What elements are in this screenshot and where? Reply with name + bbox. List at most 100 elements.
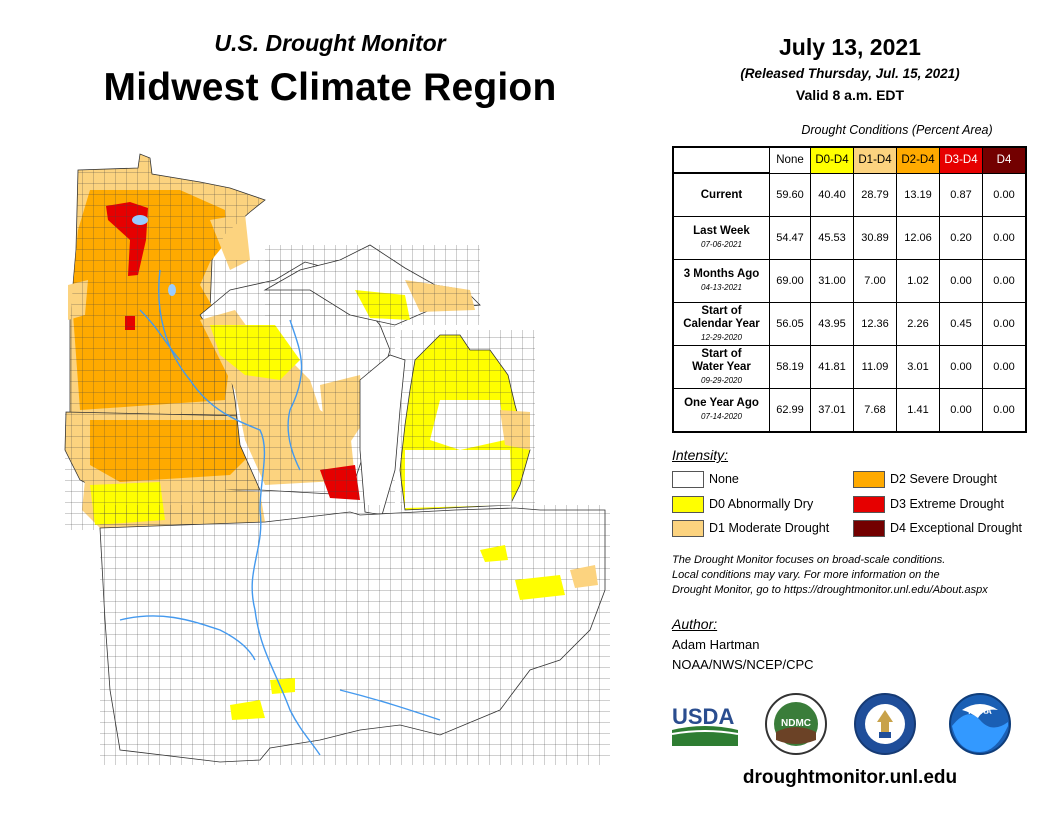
row-date: 07-14-2020 (701, 412, 742, 421)
row-label: Last Week 07-06-2021 (672, 216, 770, 260)
noaa-logo-text: NOAA (968, 707, 992, 716)
legend-label: D0 Abnormally Dry (709, 497, 814, 511)
table-cell: 12.06 (896, 216, 940, 260)
table-cell: 45.53 (810, 216, 854, 260)
map-date: July 13, 2021 (779, 34, 921, 60)
legend-swatch (853, 471, 885, 488)
row-date: 04-13-2021 (701, 283, 742, 292)
table-row-last-week: Last Week 07-06-2021 54.47 45.53 30.89 12… (672, 216, 1027, 260)
table-cell: 58.19 (769, 345, 811, 389)
table-cell: 31.00 (810, 259, 854, 303)
note-line: The Drought Monitor focuses on broad-sca… (672, 554, 946, 566)
table-cell: 0.00 (982, 259, 1027, 303)
southern-states (99, 505, 610, 765)
table-cell: 0.00 (982, 216, 1027, 260)
table-cell: 0.00 (982, 388, 1027, 433)
lower-michigan (399, 330, 535, 511)
drought-map (64, 153, 610, 765)
note-line: Local conditions may vary. For more info… (672, 569, 940, 581)
legend-label: D4 Exceptional Drought (890, 521, 1023, 535)
col-header-d2-d4: D2-D4 (896, 146, 940, 174)
table-cell: 13.19 (896, 172, 940, 217)
table-cell: 0.87 (939, 172, 983, 217)
row-label: Start of Calendar Year 12-29-2020 (672, 302, 770, 346)
table-cell: 40.40 (810, 172, 854, 217)
lake-michigan (359, 354, 406, 516)
table-cell: 7.00 (853, 259, 897, 303)
map-title-line2: Midwest Climate Region (103, 66, 557, 109)
legend-swatch (853, 520, 885, 537)
usda-logo-text: USDA (672, 704, 734, 729)
row-label: 3 Months Ago 04-13-2021 (672, 259, 770, 303)
col-header-d4: D4 (982, 146, 1027, 174)
table-cell: 0.45 (939, 302, 983, 346)
commerce-seal-logo (854, 693, 916, 755)
table-cell: 30.89 (853, 216, 897, 260)
legend-swatch (672, 520, 704, 537)
legend-swatch (853, 496, 885, 513)
table-cell: 0.00 (982, 172, 1027, 217)
usda-logo: USDA (671, 704, 739, 746)
michigan-upper-peninsula (263, 244, 481, 326)
table-cell: 3.01 (896, 345, 940, 389)
table-cell: 1.41 (896, 388, 940, 433)
col-header-none: None (769, 146, 811, 174)
intensity-legend-title: Intensity: (672, 447, 729, 463)
table-cell: 0.00 (982, 302, 1027, 346)
table-row-start-water-year: Start of Water Year 09-29-2020 58.19 41.81… (672, 345, 1027, 389)
table-cell: 59.60 (769, 172, 811, 217)
table-cell: 0.00 (982, 345, 1027, 389)
table-cell: 2.26 (896, 302, 940, 346)
valid-time: Valid 8 a.m. EDT (795, 87, 905, 103)
table-caption: Drought Conditions (Percent Area) (801, 123, 993, 137)
table-cell: 62.99 (769, 388, 811, 433)
col-header-d0-d4: D0-D4 (810, 146, 854, 174)
table-cell: 54.47 (769, 216, 811, 260)
table-cell: 0.20 (939, 216, 983, 260)
drought-conditions-table: None D0-D4 D1-D4 D2-D4 D3-D4 D4 Current … (672, 146, 1027, 433)
disclaimer-note: The Drought Monitor focuses on broad-sca… (672, 553, 1052, 598)
table-cell: 0.00 (939, 259, 983, 303)
noaa-logo: NOAA (949, 693, 1011, 755)
table-corner (673, 147, 770, 174)
rivers (119, 269, 441, 756)
table-cell: 43.95 (810, 302, 854, 346)
author-title: Author: (672, 616, 718, 632)
author-org: NOAA/NWS/NCEP/CPC (672, 657, 814, 672)
table-cell: 37.01 (810, 388, 854, 433)
note-line: Drought Monitor, go to https://droughtmo… (672, 584, 988, 596)
row-date: 07-06-2021 (701, 240, 742, 249)
map-title-line1: U.S. Drought Monitor (214, 30, 446, 56)
table-cell: 41.81 (810, 345, 854, 389)
table-cell: 56.05 (769, 302, 811, 346)
table-row-current: Current 59.60 40.40 28.79 13.19 0.87 0.0… (672, 172, 1027, 217)
legend-swatch (672, 471, 704, 488)
legend-label: D2 Severe Drought (890, 472, 998, 486)
ndmc-logo-text: NDMC (781, 718, 811, 729)
table-row-start-calendar-year: Start of Calendar Year 12-29-2020 56.05 43… (672, 302, 1027, 346)
table-cell: 1.02 (896, 259, 940, 303)
table-cell: 11.09 (853, 345, 897, 389)
website-link[interactable]: droughtmonitor.unl.edu (742, 767, 958, 788)
table-cell: 0.00 (939, 345, 983, 389)
table-row-3-months-ago: 3 Months Ago 04-13-2021 69.00 31.00 7.00 … (672, 259, 1027, 303)
col-header-d3-d4: D3-D4 (939, 146, 983, 174)
table-row-one-year-ago: One Year Ago 07-14-2020 62.99 37.01 7.68 … (672, 388, 1027, 433)
table-cell: 69.00 (769, 259, 811, 303)
row-date: 12-29-2020 (701, 332, 742, 342)
table-cell: 0.00 (939, 388, 983, 433)
legend-swatch (672, 496, 704, 513)
ndmc-logo: NDMC (765, 693, 827, 755)
table-cell: 12.36 (853, 302, 897, 346)
row-label: Start of Water Year 09-29-2020 (672, 345, 770, 389)
release-date: (Released Thursday, Jul. 15, 2021) (740, 66, 960, 81)
table-cell: 7.68 (853, 388, 897, 433)
row-date: 09-29-2020 (701, 375, 742, 385)
col-header-d1-d4: D1-D4 (853, 146, 897, 174)
table-cell: 28.79 (853, 172, 897, 217)
author-name: Adam Hartman (672, 637, 760, 652)
row-label: One Year Ago 07-14-2020 (672, 388, 770, 433)
legend-label: D3 Extreme Drought (890, 497, 1004, 511)
row-label: Current (672, 172, 770, 217)
legend-label: None (709, 472, 739, 486)
